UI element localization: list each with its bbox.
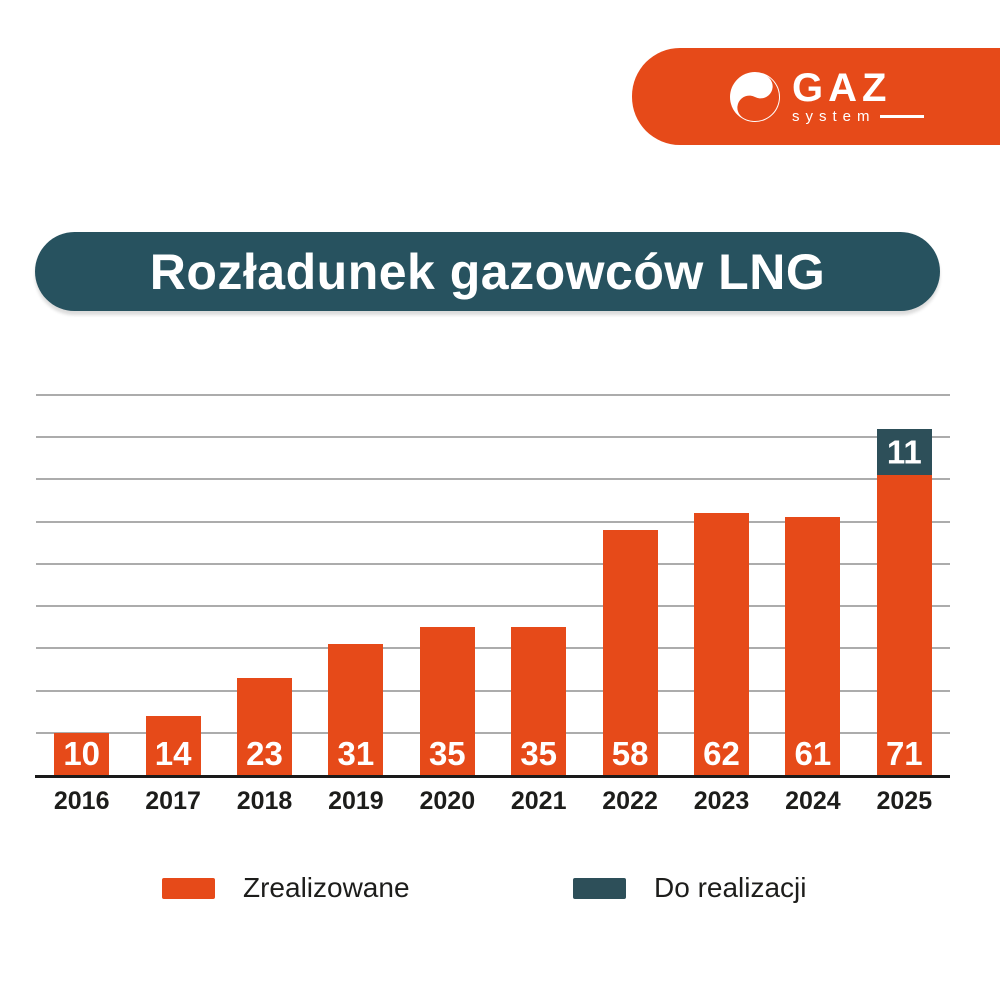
bar-value-label: 31 <box>337 735 375 772</box>
x-axis-labels: 2016 2017 2018 2019 2020 2021 2022 2023 2024 2025 <box>36 787 950 817</box>
bar-value-label: 35 <box>520 735 558 772</box>
legend-item-do-realizacji: Do realizacji <box>573 872 807 904</box>
gridline <box>36 436 950 439</box>
gridline <box>36 605 950 608</box>
logo-subbrand-row: system <box>792 109 924 124</box>
gridline <box>36 689 950 692</box>
x-axis-line <box>35 775 950 778</box>
gridline <box>36 562 950 565</box>
gridline <box>36 394 950 396</box>
bar-value-label: 23 <box>246 735 283 772</box>
x-axis-tick-label: 2022 <box>602 787 658 815</box>
gridline <box>36 478 950 481</box>
bar-value-label: 11 <box>886 433 922 471</box>
bar-segment: 11 <box>876 428 932 476</box>
legend-label-zrealizowane: Zrealizowane <box>243 872 410 903</box>
x-axis-tick-label: 2018 <box>236 787 293 815</box>
bar-value-label: 35 <box>428 735 466 772</box>
plot-area: 10 14 23 31 35 35 58 62 61 71 11 <box>36 394 950 775</box>
x-axis-tick-label: 2019 <box>328 787 384 815</box>
bar-value-label: 61 <box>794 735 832 772</box>
x-axis-tick-label: 2016 <box>53 787 110 815</box>
x-axis-tick-label: 2021 <box>510 787 567 815</box>
gridline <box>36 647 950 650</box>
gridline <box>36 731 950 734</box>
gaz-system-logo: GAZ system <box>730 65 924 124</box>
legend: Zrealizowane Do realizacji <box>0 872 1000 908</box>
bar-value-label: 62 <box>703 735 740 772</box>
bar-segment: 61 <box>785 517 841 775</box>
logo-text-block: GAZ system <box>792 65 924 124</box>
bar-value-label: 71 <box>885 735 923 772</box>
title-pill: Rozładunek gazowców LNG <box>35 232 940 311</box>
legend-swatch-zrealizowane <box>162 877 215 899</box>
x-axis-tick-label: 2025 <box>876 787 933 815</box>
bar-segment: 35 <box>419 627 475 775</box>
logo-banner: GAZ system <box>632 48 1000 145</box>
gaz-swirl-icon <box>730 71 780 122</box>
bar-value-label: 10 <box>63 735 101 772</box>
legend-swatch-do-realizacji <box>573 877 626 899</box>
gridline <box>36 520 950 523</box>
bar-segment: 10 <box>54 732 110 775</box>
bar-segment: 14 <box>145 715 201 775</box>
legend-item-zrealizowane: Zrealizowane <box>162 872 410 904</box>
x-axis-tick-label: 2020 <box>419 787 476 815</box>
x-axis-tick-label: 2023 <box>693 787 750 815</box>
x-axis-tick-label: 2024 <box>785 787 841 815</box>
x-axis-tick-label: 2017 <box>145 787 201 815</box>
bar-segment: 35 <box>511 627 567 775</box>
bar-segment: 58 <box>602 530 658 775</box>
bar-segment: 23 <box>237 677 292 775</box>
page-title: Rozładunek gazowców LNG <box>149 243 826 300</box>
bar-segment: 31 <box>328 644 384 775</box>
logo-subbrand-text: system <box>792 107 876 125</box>
bar-value-label: 58 <box>611 735 649 772</box>
logo-brand-text: GAZ <box>792 65 892 110</box>
bar-value-label: 14 <box>154 735 192 772</box>
logo-underline <box>879 114 924 118</box>
bar-segment: 62 <box>694 513 749 775</box>
bar-segment: 71 <box>876 475 932 775</box>
legend-label-do-realizacji: Do realizacji <box>654 872 807 903</box>
